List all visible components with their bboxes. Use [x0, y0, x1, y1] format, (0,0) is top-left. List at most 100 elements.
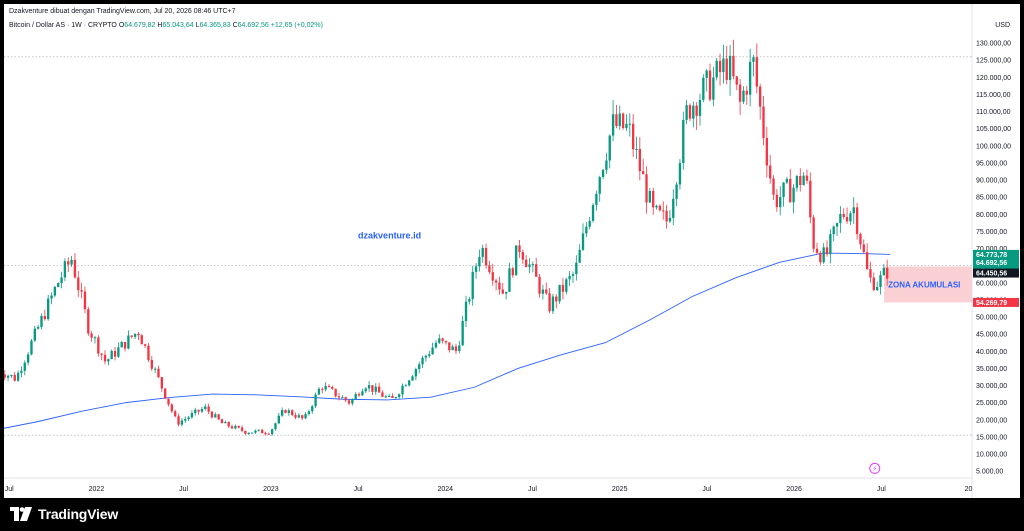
candle-body [418, 364, 421, 370]
candle-body [438, 338, 441, 343]
candle-body [341, 397, 344, 399]
candle-body [484, 247, 488, 266]
candle-body [100, 353, 103, 355]
candle-body [742, 90, 745, 102]
candle-body [133, 333, 137, 337]
candle-body [374, 386, 377, 392]
candle-body [200, 408, 204, 412]
price-tag-zone: 54.269,79 [976, 300, 1007, 307]
candle-body [143, 344, 147, 346]
candle-body [822, 247, 825, 263]
candle-body [665, 210, 668, 222]
candle-body [779, 197, 782, 208]
x-tick-label: Jul [877, 486, 886, 493]
candle-body [20, 370, 23, 373]
lightning-glyph: ⚡ [872, 465, 877, 473]
candle-body [408, 380, 411, 386]
candle-body [414, 369, 418, 377]
candle-body [434, 342, 438, 348]
y-tick-label: 50.000,00 [976, 315, 1007, 322]
candle-body [40, 315, 43, 327]
candle-body [652, 190, 655, 208]
candle-body [464, 301, 468, 322]
x-tick-label: 2023 [263, 486, 279, 493]
candle-body [879, 275, 882, 287]
candle-body [762, 106, 765, 138]
candle-body [825, 247, 829, 255]
candle-body [4, 374, 6, 378]
price-tag-low-bg [973, 268, 1019, 278]
candle-body [498, 282, 501, 290]
candle-body [67, 261, 70, 265]
candle-body [177, 416, 180, 425]
candle-body [117, 347, 120, 357]
candle-body [819, 252, 822, 263]
candle-body [60, 277, 63, 284]
candle-body [809, 180, 812, 218]
x-tick-label: 2025 [612, 486, 628, 493]
candle-body [782, 182, 785, 198]
candle-body [628, 123, 631, 125]
lightning-icon [869, 462, 881, 474]
candle-body [357, 394, 361, 396]
candle-body [855, 207, 859, 235]
candle-body [648, 190, 652, 203]
symbol-legend: Bitcoin / Dollar AS · 1W · CRYPTO O64.67… [9, 22, 323, 29]
y-tick-label: 40.000,00 [976, 349, 1007, 356]
x-tick-label: Jul [528, 486, 537, 493]
candle-body [692, 105, 695, 119]
symbol-name: Bitcoin / Dollar AS · 1W · CRYPTO [9, 22, 117, 29]
candle-body [234, 425, 237, 429]
candle-body [36, 326, 40, 329]
candle-body [839, 214, 842, 224]
candle-body [331, 387, 334, 389]
candle-body [832, 226, 835, 235]
candle-body [789, 178, 792, 203]
candle-body [70, 259, 73, 265]
candle-body [90, 333, 93, 338]
candle-body [220, 419, 224, 424]
y-tick-label: 130.000,00 [976, 41, 1011, 48]
candle-body [264, 433, 267, 435]
candle-body [250, 432, 254, 434]
y-tick-label: 110.000,00 [976, 109, 1011, 116]
candle-body [381, 392, 384, 397]
candle-body [728, 55, 732, 80]
candle-body [658, 205, 662, 211]
change-value: +12,65 (+0,02%) [270, 22, 323, 29]
y-tick-label: 35.000,00 [976, 366, 1007, 373]
candle-body [361, 391, 364, 396]
price-chart[interactable]: 130.000,00 125.000,00 120.000,00 115.000,00… [4, 4, 1020, 498]
footer-bar: TradingView [0, 498, 1024, 531]
candle-body [157, 368, 160, 378]
candle-body [451, 346, 454, 351]
candle-body [799, 176, 802, 186]
candle-body [565, 279, 568, 292]
candle-body [33, 328, 36, 341]
candle-body [247, 433, 250, 435]
candle-body [615, 114, 618, 127]
candle-body [571, 274, 575, 276]
candle-body [869, 269, 872, 278]
candle-body [675, 184, 678, 199]
candle-body [668, 217, 672, 222]
tradingview-logo[interactable]: TradingView [10, 506, 118, 522]
candle-body [865, 252, 869, 270]
candle-body [401, 385, 404, 395]
x-tick-label: 20 [965, 486, 973, 493]
candle-body [174, 411, 177, 417]
candle-body [698, 99, 702, 116]
candle-body [738, 84, 742, 102]
candle-body [391, 395, 394, 398]
candle-body [16, 372, 20, 381]
tradingview-wordmark: TradingView [38, 506, 119, 522]
candle-body [481, 247, 484, 257]
candle-body [849, 213, 852, 222]
snapshot-watermark: Dzakventure dibuat dengan TradingView.co… [9, 8, 236, 15]
candle-body [73, 259, 77, 278]
y-tick-label: 30.000,00 [976, 383, 1007, 390]
y-tick-label: 125.000,00 [976, 58, 1011, 65]
candle-body [384, 396, 387, 398]
candle-body [274, 423, 277, 430]
